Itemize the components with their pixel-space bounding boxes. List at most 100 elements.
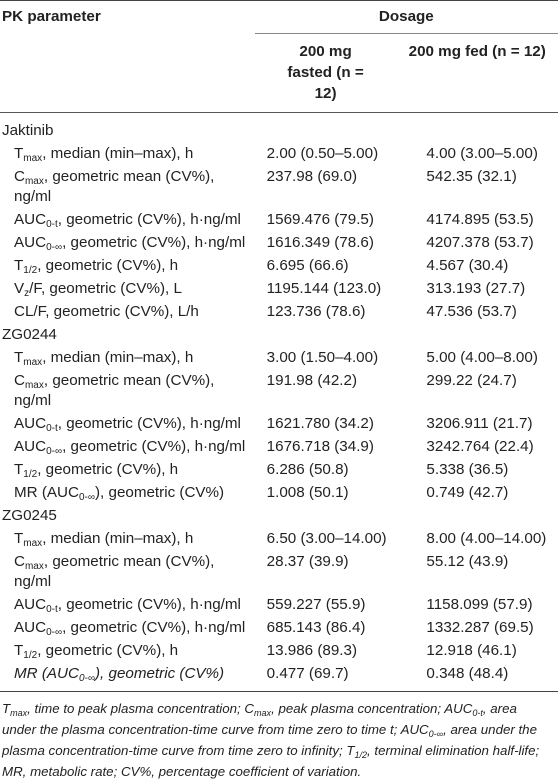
fed-value: 4.00 (3.00–5.00) [426, 145, 538, 162]
fed-value: 1332.287 (69.5) [426, 619, 534, 636]
pk-parameter-header: PK parameter [0, 0, 255, 34]
fed-value: 0.348 (48.4) [426, 665, 509, 682]
table-row: T1/2, geometric (CV%), h 6.695 (66.6) 4.56… [0, 256, 558, 279]
parameter-text-suffix: , geometric mean (CV%), ng/ml [14, 372, 215, 409]
parameter-cell: T1/2, geometric (CV%), h [0, 460, 255, 483]
footnote-text: , peak plasma concentration; AUC [271, 701, 473, 716]
fasted-value: 1616.349 (78.6) [266, 234, 374, 251]
parameter-text-suffix: /F, geometric (CV%), L [29, 280, 182, 297]
parameter-text-suffix: , geometric mean (CV%), ng/ml [14, 553, 215, 590]
fed-value: 3242.764 (22.4) [426, 438, 534, 455]
parameter-text: AUC [14, 438, 47, 455]
table-row: CL/F, geometric (CV%), L/h 123.736 (78.6)… [0, 302, 558, 325]
parameter-cell: MR (AUC0-∞), geometric (CV%) [0, 483, 255, 506]
parameter-text: V [14, 280, 25, 297]
parameter-cell: Cmax, geometric mean (CV%), ng/ml [0, 552, 255, 595]
parameter-subscript: 0-∞ [78, 492, 95, 503]
parameter-text: C [14, 372, 25, 389]
fed-value: 3206.911 (21.7) [426, 415, 533, 432]
footnote-subscript: max [10, 708, 28, 718]
group-name: Jaktinib [2, 122, 54, 139]
parameter-cell: Tmax, median (min–max), h [0, 144, 255, 167]
parameter-text-suffix: , geometric (CV%), h [37, 461, 179, 478]
fed-value: 0.749 (42.7) [426, 484, 509, 501]
header-row-2: 200 mg fasted (n = 12) 200 mg fed (n = 1… [0, 34, 558, 113]
parameter-text-suffix: , median (min–max), h [42, 530, 194, 547]
parameter-text-suffix: , median (min–max), h [42, 145, 194, 162]
parameter-text-suffix: , geometric (CV%), h [37, 257, 179, 274]
fasted-value: 3.00 (1.50–4.00) [266, 349, 379, 366]
fed-column-header: 200 mg fed (n = 12) [408, 43, 546, 60]
header-row-1: PK parameter Dosage [0, 0, 558, 34]
parameter-cell: AUC0-t, geometric (CV%), h·ng/ml [0, 414, 255, 437]
parameter-subscript: 0-∞ [46, 446, 63, 457]
parameter-text: T [14, 145, 24, 162]
fed-value: 5.338 (36.5) [426, 461, 509, 478]
parameter-subscript: 0-∞ [46, 242, 63, 253]
parameter-subscript: z [24, 288, 30, 299]
parameter-subscript: 1/2 [23, 650, 38, 661]
fasted-value: 237.98 (69.0) [266, 168, 358, 185]
fed-value: 47.536 (53.7) [426, 303, 517, 320]
parameter-text: AUC [14, 619, 47, 636]
fasted-value: 559.227 (55.9) [266, 596, 366, 613]
fed-value: 1158.099 (57.9) [426, 596, 533, 613]
parameter-text-suffix: ), geometric (CV%) [95, 484, 225, 501]
parameter-subscript: 0-t [46, 604, 58, 615]
parameter-text: C [14, 168, 25, 185]
parameter-text-suffix: , geometric mean (CV%), ng/ml [14, 168, 215, 205]
parameter-cell: Tmax, median (min–max), h [0, 348, 255, 371]
parameter-text: T [14, 349, 24, 366]
parameter-text-suffix: , geometric (CV%), h·ng/ml [62, 234, 246, 251]
bottom-rule [0, 687, 558, 692]
parameter-text: AUC [14, 211, 47, 228]
fed-value: 55.12 (43.9) [426, 553, 509, 570]
fed-value: 313.193 (27.7) [426, 280, 526, 297]
footnote-text: , time to peak plasma concentration; C [27, 701, 255, 716]
fasted-value: 1621.780 (34.2) [266, 415, 374, 432]
table-row: AUC0-∞, geometric (CV%), h·ng/ml 685.143 … [0, 618, 558, 641]
fed-value: 4174.895 (53.5) [426, 211, 534, 228]
group-row: Jaktinib [0, 121, 558, 144]
parameter-text: T [14, 461, 24, 478]
group-row: ZG0245 [0, 506, 558, 529]
parameter-cell: T1/2, geometric (CV%), h [0, 256, 255, 279]
fasted-value: 6.50 (3.00–14.00) [266, 530, 387, 547]
fed-value: 4.567 (30.4) [426, 257, 509, 274]
parameter-subscript: 0-∞ [78, 673, 95, 684]
fasted-value: 6.695 (66.6) [266, 257, 349, 274]
parameter-cell: Vz/F, geometric (CV%), L [0, 279, 255, 302]
parameter-text: AUC [14, 596, 47, 613]
parameter-text-suffix: , geometric (CV%), h·ng/ml [62, 438, 246, 455]
fed-value: 299.22 (24.7) [426, 372, 517, 389]
table-row: Tmax, median (min–max), h 2.00 (0.50–5.00… [0, 144, 558, 167]
parameter-text: AUC [14, 415, 47, 432]
parameter-cell: Cmax, geometric mean (CV%), ng/ml [0, 167, 255, 210]
parameter-subscript: max [24, 380, 44, 391]
parameter-subscript: 0-∞ [46, 627, 63, 638]
fasted-value: 685.143 (86.4) [266, 619, 366, 636]
parameter-text-suffix: , geometric (CV%), h·ng/ml [62, 619, 246, 636]
parameter-text-suffix: , geometric (CV%), h·ng/ml [57, 415, 241, 432]
parameter-text: MR (AUC [14, 665, 79, 682]
parameter-subscript: 1/2 [23, 469, 38, 480]
parameter-text-suffix: , geometric (CV%), h [37, 642, 179, 659]
pk-table-body: PK parameter Dosage 200 mg fasted (n = 1… [0, 0, 558, 692]
dosage-header: Dosage [254, 0, 558, 34]
fasted-value: 28.37 (39.9) [266, 553, 349, 570]
table-row: Cmax, geometric mean (CV%), ng/ml 28.37 (… [0, 552, 558, 595]
fasted-header-text: 200 mg fasted (n = 12) [287, 43, 364, 102]
fasted-value: 2.00 (0.50–5.00) [266, 145, 379, 162]
table-row: AUC0-∞, geometric (CV%), h·ng/ml 1676.718… [0, 437, 558, 460]
fasted-value: 1569.476 (79.5) [266, 211, 374, 228]
pk-table: PK parameter Dosage 200 mg fasted (n = 1… [0, 0, 558, 692]
parameter-subscript: max [24, 561, 44, 572]
fasted-value: 1.008 (50.1) [266, 484, 349, 501]
parameter-subscript: 0-t [46, 219, 58, 230]
parameter-text: CL/F, geometric (CV%), L/h [14, 303, 199, 320]
table-row: T1/2, geometric (CV%), h 6.286 (50.8) 5.33… [0, 460, 558, 483]
parameter-subscript: max [23, 153, 43, 164]
parameter-text: MR (AUC [14, 484, 79, 501]
fasted-value: 1195.144 (123.0) [266, 280, 382, 297]
